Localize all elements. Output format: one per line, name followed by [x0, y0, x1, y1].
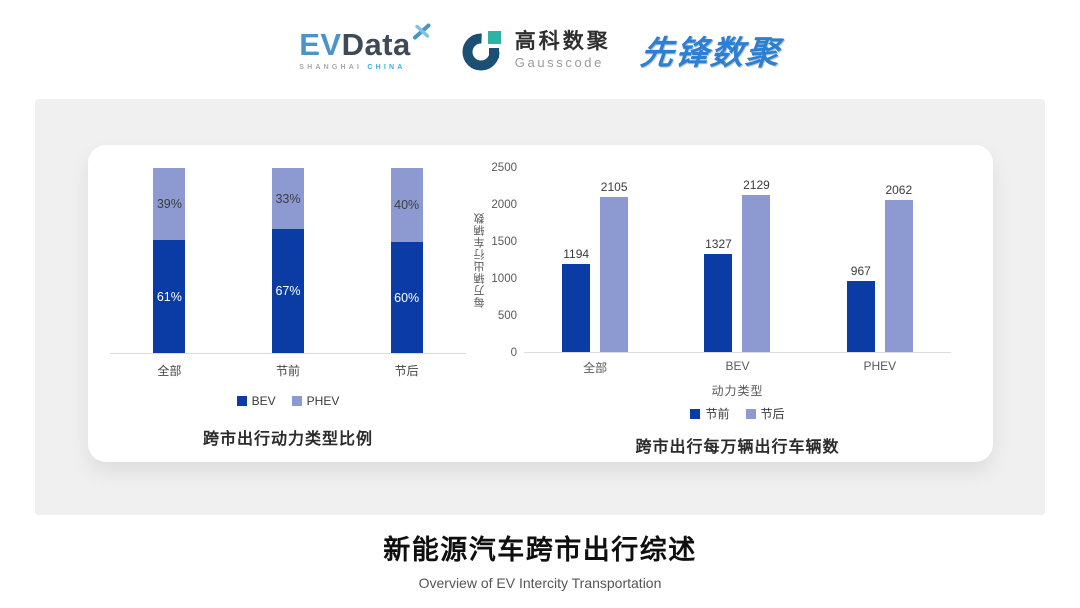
evdata-china-text: CHINA [367, 64, 406, 71]
report-subtitle: Overview of EV Intercity Transportation [418, 575, 662, 591]
y-tick-label: 500 [497, 310, 517, 322]
y-tick-label: 2000 [491, 199, 517, 211]
y-tick-label: 2500 [491, 162, 517, 174]
grouped-bar: 1327 [704, 237, 733, 352]
left-chart-caption: 跨市出行动力类型比例 [202, 431, 373, 448]
grouped-x-categories: 全部 BEV PHEV [524, 359, 951, 376]
power-type-ratio-chart: 39% 61% 33% 67% 40% 60% 全部 节前 节后 BEV PHEV 跨市出行动力… [110, 145, 466, 462]
category-label: 全部 [157, 364, 182, 378]
gausscode-logo: 高科数聚 Gausscode [462, 28, 611, 72]
grouped-bar: 2105 [600, 180, 629, 352]
evdata-subtext: SHANGHAI CHINA [299, 64, 432, 71]
legend-swatch [291, 396, 302, 406]
charts-card: 39% 61% 33% 67% 40% 60% 全部 节前 节后 BEV PHEV 跨市出行动力… [88, 145, 993, 462]
bar-value-label: 1327 [705, 237, 732, 252]
logo-bar: EV Data SHANGHAI CHINA 高科数聚 Gausscode 先锋数… [0, 16, 1080, 84]
y-tick-label: 1500 [491, 236, 517, 248]
y-axis-title: 每万辆出行车辆数 [474, 212, 486, 309]
y-axis-tick-labels: 0 500 1000 1500 2000 2500 [488, 162, 524, 359]
gausscode-text: 高科数聚 Gausscode [515, 30, 611, 70]
stacked-bar-plot: 39% 61% 33% 67% 40% 60% [110, 168, 466, 354]
bar-group: 967 2062 [846, 168, 913, 352]
legend-item: PHEV [291, 394, 340, 408]
legend-label: BEV [251, 394, 276, 408]
charts-panel: 39% 61% 33% 67% 40% 60% 全部 节前 节后 BEV PHEV 跨市出行动力… [35, 99, 1045, 515]
stacked-segment: 39% [153, 168, 186, 241]
evdata-shanghai-text: SHANGHAI [299, 64, 363, 71]
stacked-segment: 61% [153, 240, 186, 353]
stacked-segment: 60% [390, 242, 423, 353]
stacked-bar: 39% 61% [153, 168, 186, 353]
y-tick-label: 0 [510, 347, 517, 359]
bar-group: 1327 2129 [704, 168, 771, 352]
category-label: 节后 [394, 364, 419, 378]
x-axis-title: 动力类型 [711, 384, 764, 398]
legend-item: 节前 [690, 405, 730, 422]
stacked-segment: 33% [271, 168, 304, 230]
bar-value-label: 2129 [743, 178, 770, 193]
stacked-bar: 40% 60% [390, 168, 423, 353]
evdata-ev-text: EV [299, 27, 342, 62]
category-label: BEV [725, 359, 750, 373]
stacked-segment: 67% [271, 229, 304, 353]
stacked-x-categories: 全部 节前 节后 [110, 362, 466, 379]
report-title: 新能源汽车跨市出行综述 [383, 535, 697, 565]
legend-swatch [690, 408, 701, 419]
legend-label: 节后 [760, 407, 785, 421]
gausscode-cn-name: 高科数聚 [514, 29, 611, 53]
bar-value-label: 1194 [563, 247, 590, 262]
grouped-bar: 967 [846, 264, 875, 352]
grouped-bar: 1194 [562, 247, 591, 352]
category-label: PHEV [863, 359, 897, 373]
stacked-legend: BEV PHEV [110, 394, 466, 408]
gausscode-g-icon [462, 31, 501, 71]
stacked-segment: 40% [390, 168, 423, 242]
legend-swatch [745, 408, 756, 419]
pioneer-data-logo: 先锋数聚 [638, 34, 783, 71]
bar-value-label: 2062 [885, 183, 913, 198]
gausscode-en-name: Gausscode [514, 55, 604, 71]
grouped-legend: 节前 节后 [524, 405, 951, 422]
legend-label: 节前 [705, 407, 730, 421]
per-10k-vehicles-chart: 每万辆出行车辆数 0 500 1000 1500 2000 2500 1194 2105 13… [466, 145, 993, 462]
y-tick-label: 1000 [491, 273, 517, 285]
evdata-logo: EV Data SHANGHAI CHINA [299, 23, 432, 71]
category-label: 全部 [583, 361, 608, 375]
bar-value-label: 967 [850, 263, 871, 278]
evdata-data-text: Data [341, 27, 411, 62]
right-chart-caption: 跨市出行每万辆出行车辆数 [635, 439, 840, 456]
bar-value-label: 2105 [600, 180, 628, 195]
grouped-bar: 2062 [884, 183, 913, 352]
bar-group: 1194 2105 [562, 168, 629, 352]
legend-item: 节后 [745, 405, 785, 422]
stacked-bar: 33% 67% [271, 168, 304, 353]
report-footer: 新能源汽车跨市出行综述 Overview of EV Intercity Tra… [0, 528, 1080, 591]
legend-swatch [236, 396, 247, 406]
grouped-bar: 2129 [742, 178, 771, 352]
evdata-x-icon [412, 23, 431, 40]
evdata-wordmark: EV Data [299, 23, 432, 62]
grouped-plot-area: 每万辆出行车辆数 0 500 1000 1500 2000 2500 1194 2105 13… [472, 162, 993, 359]
legend-label: PHEV [306, 394, 340, 408]
category-label: 节前 [276, 364, 301, 378]
grouped-bar-plot: 1194 2105 1327 2129 967 2062 [524, 168, 951, 353]
legend-item: BEV [236, 394, 276, 408]
